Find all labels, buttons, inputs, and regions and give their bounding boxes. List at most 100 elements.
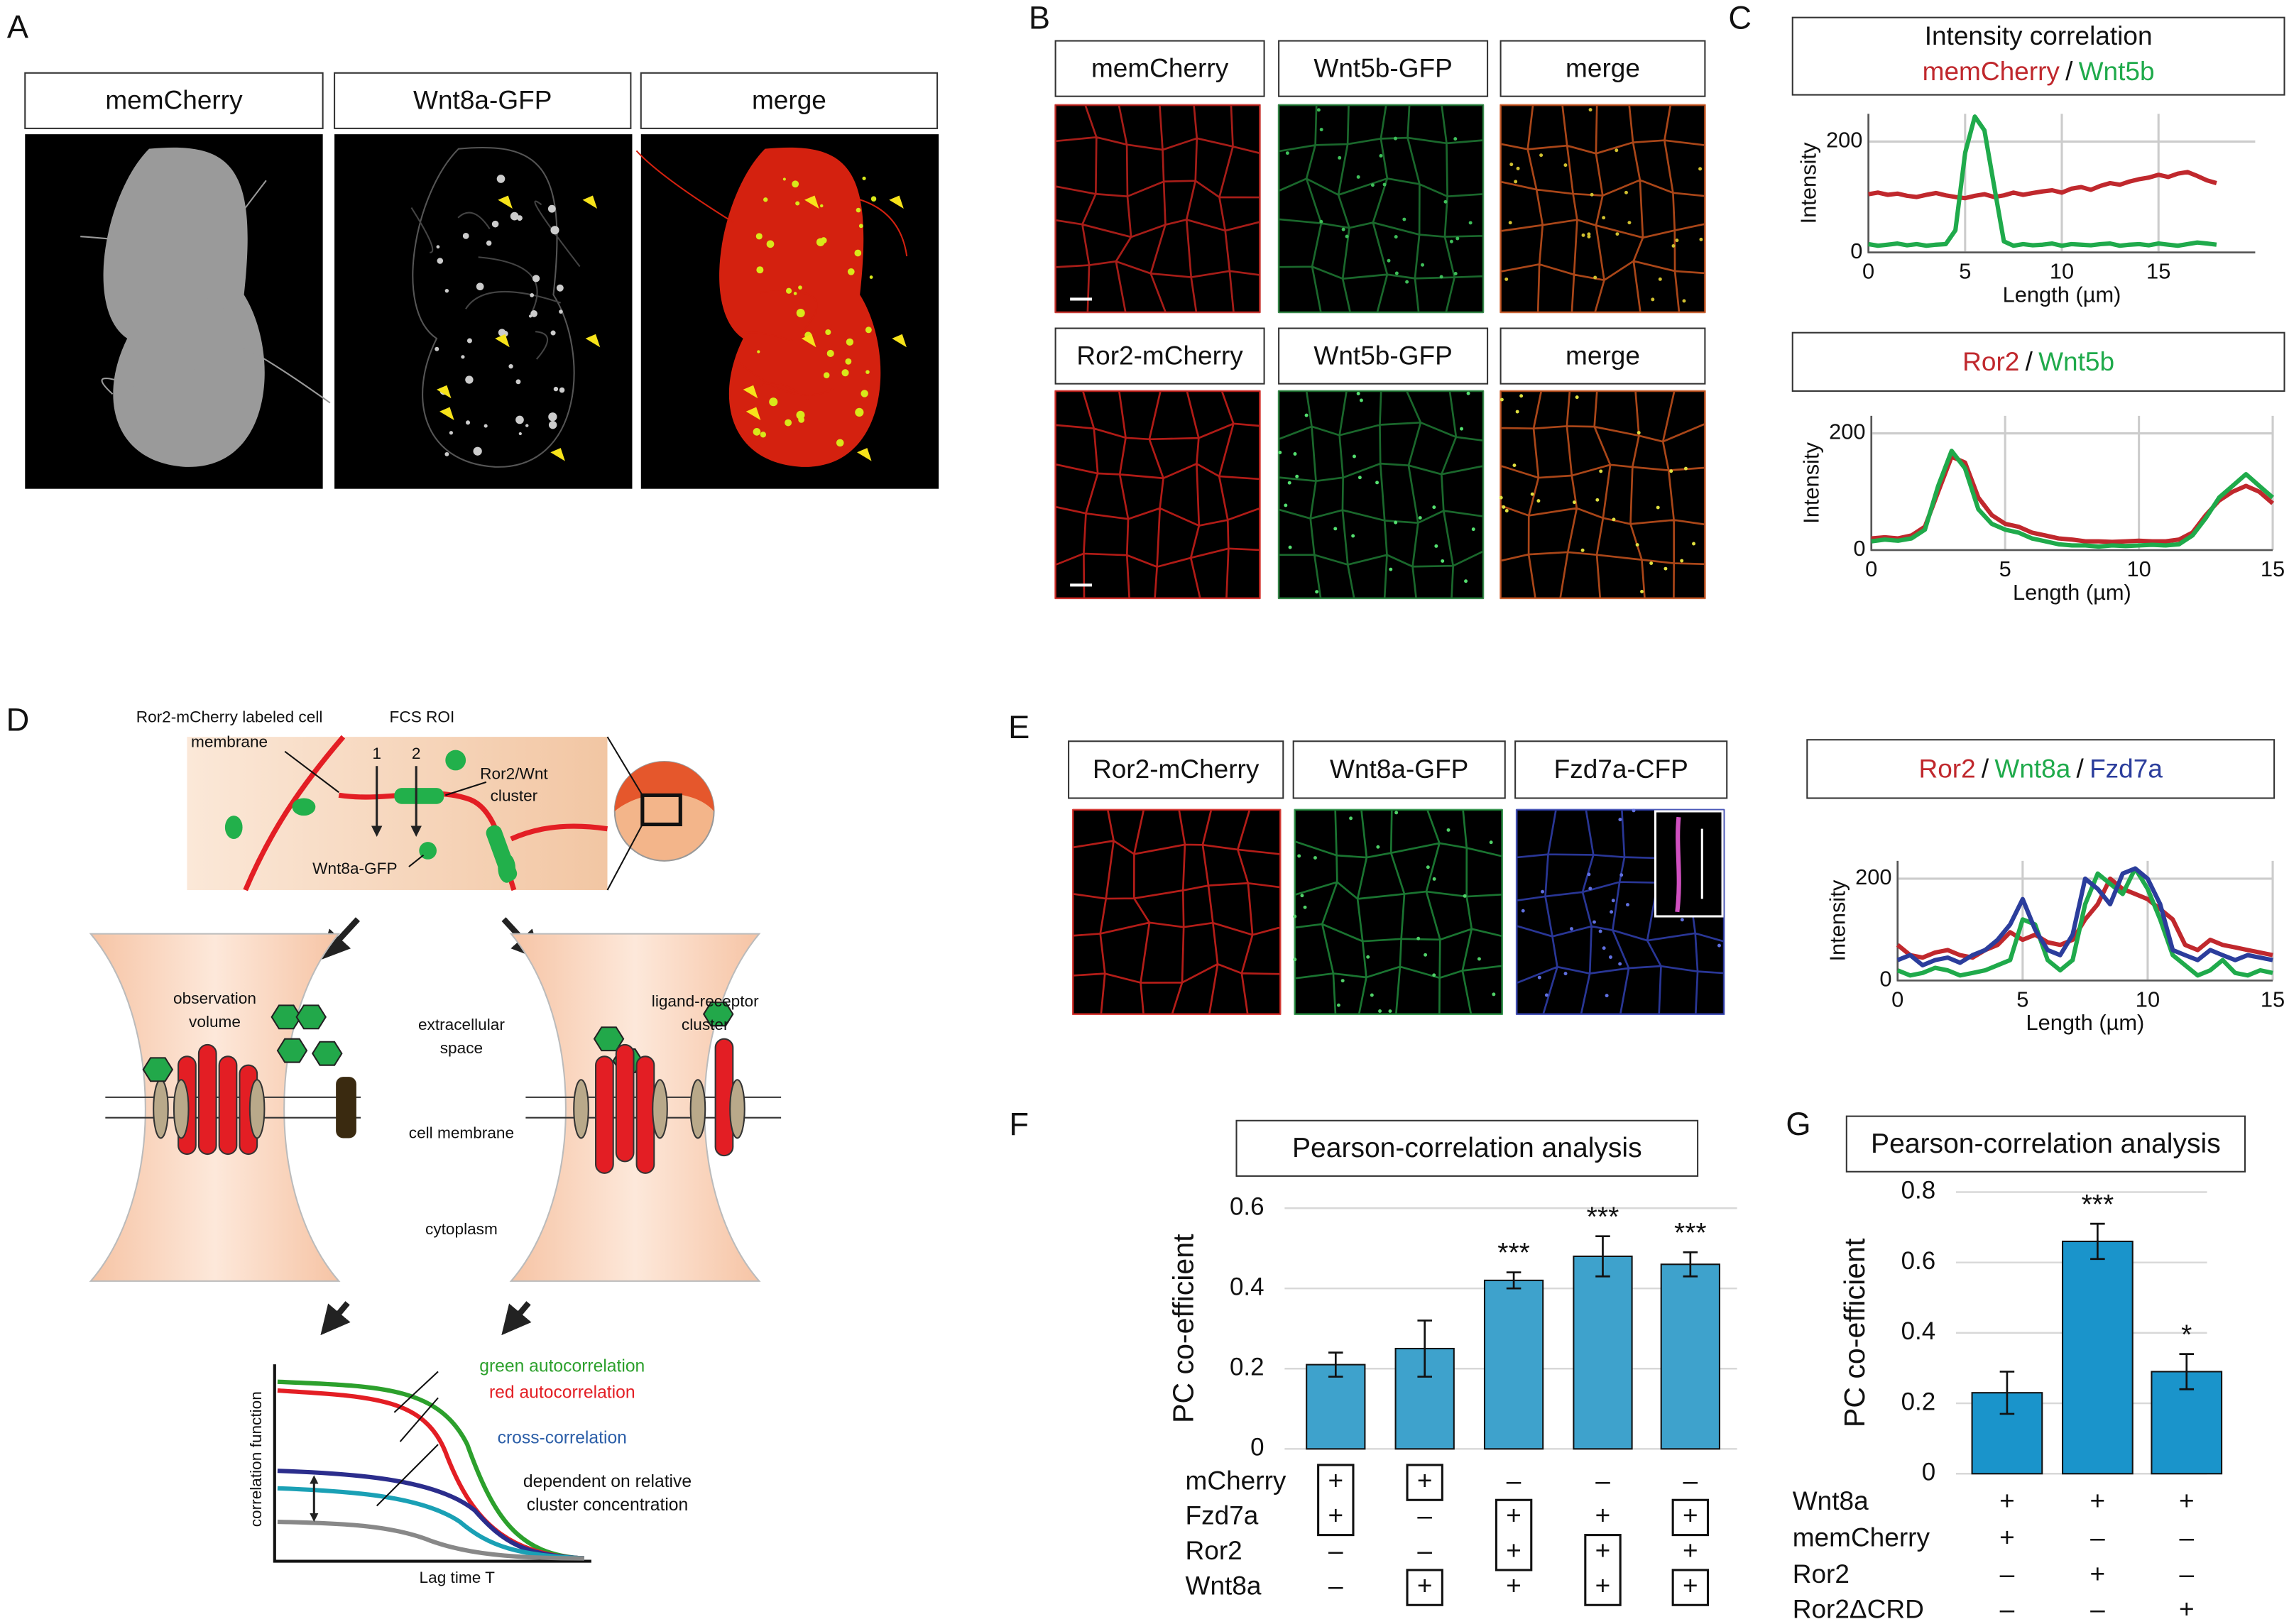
puncta: [1432, 973, 1436, 977]
puncta: [548, 420, 557, 429]
y-tick-label: 0.4: [1901, 1317, 1936, 1345]
puncta: [1319, 219, 1323, 224]
label-box: [1292, 740, 1506, 799]
y-axis-label: Intensity: [1796, 142, 1821, 224]
filopodium: [101, 378, 167, 400]
puncta: [1388, 1009, 1392, 1014]
arrowhead: [439, 407, 454, 421]
puncta: [1530, 492, 1534, 496]
puncta: [1611, 899, 1615, 903]
puncta: [1394, 811, 1399, 815]
y-tick-label: 0: [1853, 536, 1865, 561]
condition-sign: +: [1683, 1571, 1698, 1600]
condition-name: Ror2: [1793, 1559, 1850, 1589]
wnt-molecule: [224, 816, 243, 840]
puncta: [559, 387, 565, 393]
puncta: [1453, 271, 1458, 275]
legend-entry: memCherry: [1923, 57, 2060, 86]
label-box: [1499, 327, 1706, 385]
puncta: [1349, 816, 1353, 821]
schematic-label: red autocorrelation: [489, 1383, 635, 1403]
puncta: [547, 204, 556, 213]
filopodium: [465, 290, 561, 309]
filopodium: [738, 382, 809, 426]
zoom-line: [606, 736, 643, 796]
puncta: [1356, 392, 1360, 395]
condition-sign: –: [1417, 1536, 1432, 1565]
inset-signal: [1675, 816, 1681, 913]
puncta: [865, 327, 872, 334]
puncta: [1635, 543, 1639, 547]
condition-name: Fzd7a: [1186, 1501, 1259, 1530]
puncta: [1587, 234, 1591, 238]
condition-sign: +: [1506, 1501, 1522, 1530]
puncta: [823, 372, 830, 378]
puncta: [1717, 943, 1721, 948]
puncta: [1624, 190, 1628, 194]
puncta: [1446, 828, 1451, 832]
receptor: [615, 1043, 635, 1163]
puncta: [819, 204, 824, 208]
condition-sign: –: [2000, 1559, 2015, 1589]
cell-outlines: [1071, 808, 1282, 1016]
puncta: [510, 212, 519, 221]
condition-sign: +: [1595, 1571, 1611, 1600]
x-axis-label: Length (µm): [2026, 1010, 2144, 1035]
condition-name: memCherry: [1793, 1523, 1930, 1552]
zoom-box: [640, 793, 682, 827]
arrowhead: [550, 448, 565, 461]
puncta: [1316, 108, 1321, 112]
y-tick-label: 0.8: [1901, 1177, 1936, 1205]
coreceptor: [729, 1079, 745, 1139]
micrograph: [1500, 105, 1705, 312]
coreceptor: [248, 1079, 266, 1139]
y-tick-label: 0.2: [1230, 1353, 1264, 1381]
schematic-curve: [277, 1486, 584, 1561]
legend: Ror2/Wnt5b: [1962, 347, 2114, 376]
panel-header: merge: [1566, 341, 1640, 370]
condition-sign: –: [2179, 1559, 2194, 1589]
schematic-label: green autocorrelation: [479, 1357, 645, 1376]
axes: [273, 1364, 591, 1563]
puncta: [1675, 238, 1679, 243]
puncta: [757, 350, 760, 353]
schematic-label: ligand-receptor: [652, 992, 759, 1010]
puncta: [1336, 1003, 1340, 1007]
puncta: [1610, 910, 1614, 914]
condition-sign: –: [1328, 1571, 1343, 1600]
coreceptor: [573, 1079, 589, 1139]
schematic-label: correlation function: [247, 1391, 265, 1527]
bar: [1660, 1263, 1720, 1450]
label-box: [1499, 40, 1706, 97]
significance: ***: [2082, 1190, 2114, 1220]
receptor: [336, 1077, 356, 1139]
puncta: [559, 309, 563, 314]
puncta: [1587, 872, 1591, 877]
y-tick-label: 200: [1826, 128, 1862, 153]
puncta: [1516, 166, 1520, 170]
filopodium: [535, 331, 548, 360]
puncta: [1502, 505, 1506, 509]
puncta: [1602, 946, 1606, 950]
leader-line: [399, 1397, 439, 1442]
flow-arrow: [501, 1301, 532, 1336]
line-series: [1871, 449, 2275, 549]
condition-sign: +: [1328, 1501, 1343, 1530]
arrowhead: [495, 334, 510, 348]
leader-line: [376, 1444, 439, 1507]
puncta: [462, 233, 469, 239]
puncta: [530, 293, 535, 297]
schematic-label: dependent on relative: [523, 1472, 692, 1491]
puncta: [449, 431, 453, 435]
puncta: [1345, 234, 1349, 238]
puncta: [1293, 958, 1297, 962]
puncta: [528, 314, 532, 318]
condition-sign: +: [1595, 1536, 1611, 1565]
puncta: [785, 287, 792, 294]
puncta: [476, 282, 484, 291]
puncta: [1313, 856, 1317, 860]
puncta: [1618, 962, 1622, 966]
puncta: [1605, 994, 1609, 998]
panel-header: memCherry: [1091, 53, 1229, 82]
puncta: [491, 220, 499, 228]
